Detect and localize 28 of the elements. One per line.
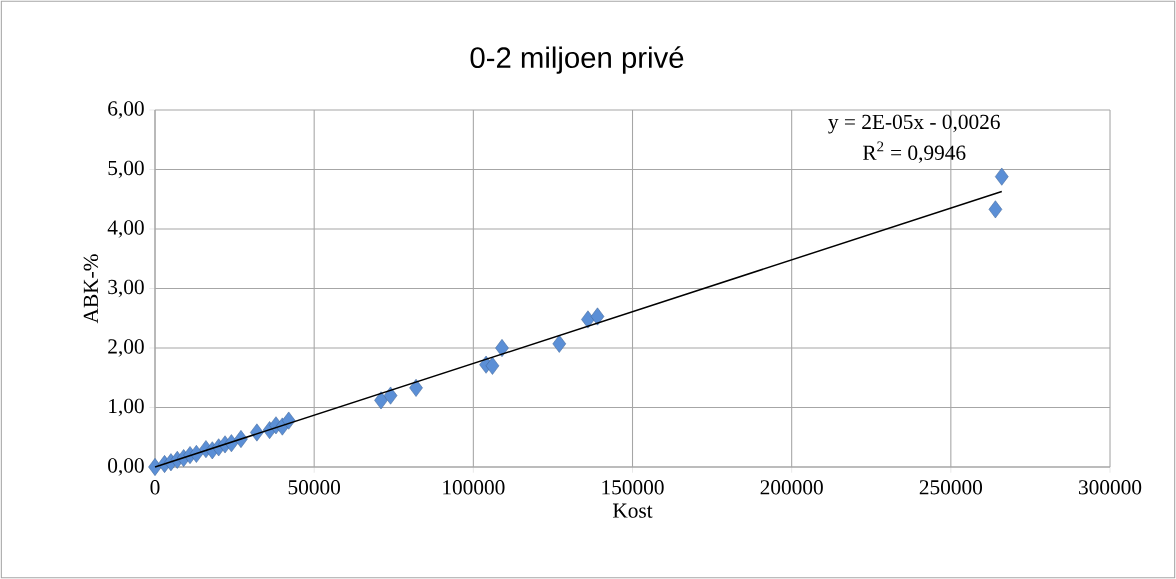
point	[409, 378, 423, 397]
chart-title: 0-2 miljoen privé	[470, 46, 684, 74]
y-tick-label: 6,00	[108, 101, 144, 119]
y-axis-title: ABK-%	[83, 254, 99, 324]
x-tick-label: 100000	[443, 480, 505, 495]
annotation: y = 2E-05x - 0,0026	[828, 114, 1000, 134]
point	[995, 167, 1009, 186]
x-axis-title: Kost	[612, 503, 653, 518]
y-tick-label: 3,00	[108, 279, 144, 298]
x-tick-label: 50000	[288, 480, 341, 495]
point	[374, 391, 388, 410]
x-tick-label: 150000	[602, 480, 664, 495]
y-tick-label: 1,00	[109, 398, 144, 417]
x-tick-label: 250000	[919, 480, 983, 495]
point	[485, 356, 500, 375]
point	[383, 386, 398, 405]
point	[495, 339, 509, 357]
y-tick-label: 4,00	[107, 220, 144, 238]
x-tick-label: 200000	[760, 480, 823, 495]
y-tick-label: 5,00	[108, 160, 144, 179]
x-tick-label: 300000	[1079, 480, 1142, 495]
x-tick-label: 0	[150, 480, 160, 495]
annotation: R$^{2}$ = 0,9946	[862, 141, 966, 164]
y-tick-label: 0,00	[108, 458, 144, 476]
point	[552, 334, 567, 353]
y-tick-label: 2,00	[108, 339, 144, 357]
point	[988, 200, 1003, 219]
point	[590, 307, 605, 326]
